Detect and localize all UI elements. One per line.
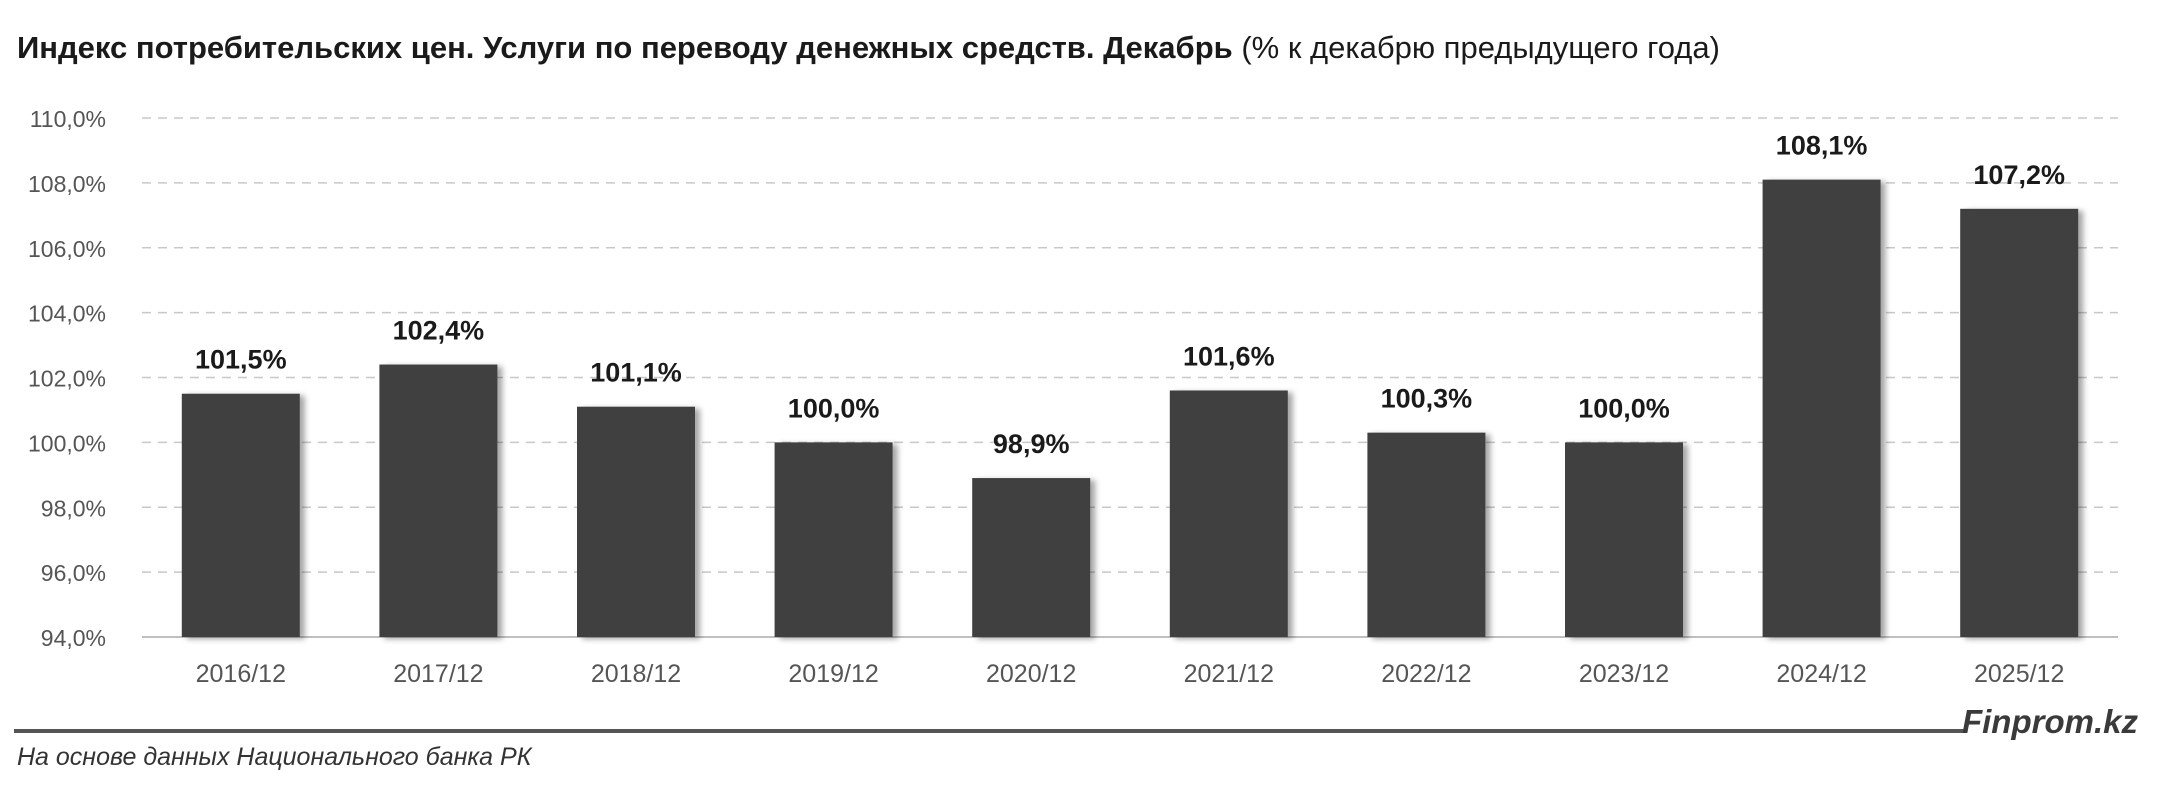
y-axis-ticks: 94,0% 96,0% 98,0% 100,0% 102,0% 104,0% 106,0% 1… [28,106,106,651]
data-label: 108,1% [1776,131,1868,161]
y-tick-label: 110,0% [30,106,106,132]
chart-title-main: Индекс потребительских цен. Услуги по пе… [17,30,1233,65]
bars [181,179,2079,637]
bar [1960,208,2079,637]
data-label: 101,6% [1183,341,1275,371]
y-tick-label: 108,0% [28,171,106,197]
y-tick-label: 102,0% [28,366,106,392]
data-label: 98,9% [993,429,1070,459]
x-tick-label: 2024/12 [1776,660,1866,688]
x-tick-label: 2023/12 [1579,660,1669,688]
bar-chart: 94,0% 96,0% 98,0% 100,0% 102,0% 104,0% 106,0% 1… [28,106,2118,688]
y-tick-label: 104,0% [28,301,106,327]
data-label: 100,3% [1381,384,1473,414]
chart-title: Индекс потребительских цен. Услуги по пе… [17,30,1720,66]
footer-divider [14,729,1966,733]
x-tick-label: 2019/12 [788,660,878,688]
bar [1367,432,1486,637]
bar [379,364,498,637]
bar [1762,179,1881,637]
y-tick-label: 98,0% [41,495,106,521]
bar [774,442,893,637]
x-axis-ticks: 2016/12 2017/12 2018/12 2019/12 2020/12 2021/… [196,660,2065,688]
brand-logo: Finprom.kz [1961,703,2138,740]
x-tick-label: 2017/12 [393,660,483,688]
x-tick-label: 2018/12 [591,660,681,688]
data-label: 101,1% [590,358,682,388]
x-tick-label: 2016/12 [196,660,286,688]
y-tick-label: 96,0% [41,560,106,586]
x-tick-label: 2022/12 [1381,660,1471,688]
y-tick-label: 94,0% [41,625,106,651]
data-label: 101,5% [195,345,287,375]
data-label: 107,2% [1973,160,2065,190]
bar [181,393,300,637]
y-tick-label: 100,0% [28,430,106,456]
y-tick-label: 106,0% [28,236,106,262]
data-labels: 101,5% 102,4% 101,1% 100,0% 98,9% 101,6% 100,3… [195,131,2065,459]
source-note: На основе данных Национального банка РК [17,743,532,771]
x-tick-label: 2020/12 [986,660,1076,688]
chart-title-units: (% к декабрю предыдущего года) [1241,30,1720,65]
bar [972,478,1091,637]
data-label: 102,4% [393,316,485,346]
bar [577,406,695,637]
data-label: 100,0% [1578,393,1670,423]
bar [1169,390,1288,637]
bar [1565,442,1683,637]
x-tick-label: 2021/12 [1184,660,1274,688]
x-tick-label: 2025/12 [1974,660,2064,688]
data-label: 100,0% [788,393,880,423]
